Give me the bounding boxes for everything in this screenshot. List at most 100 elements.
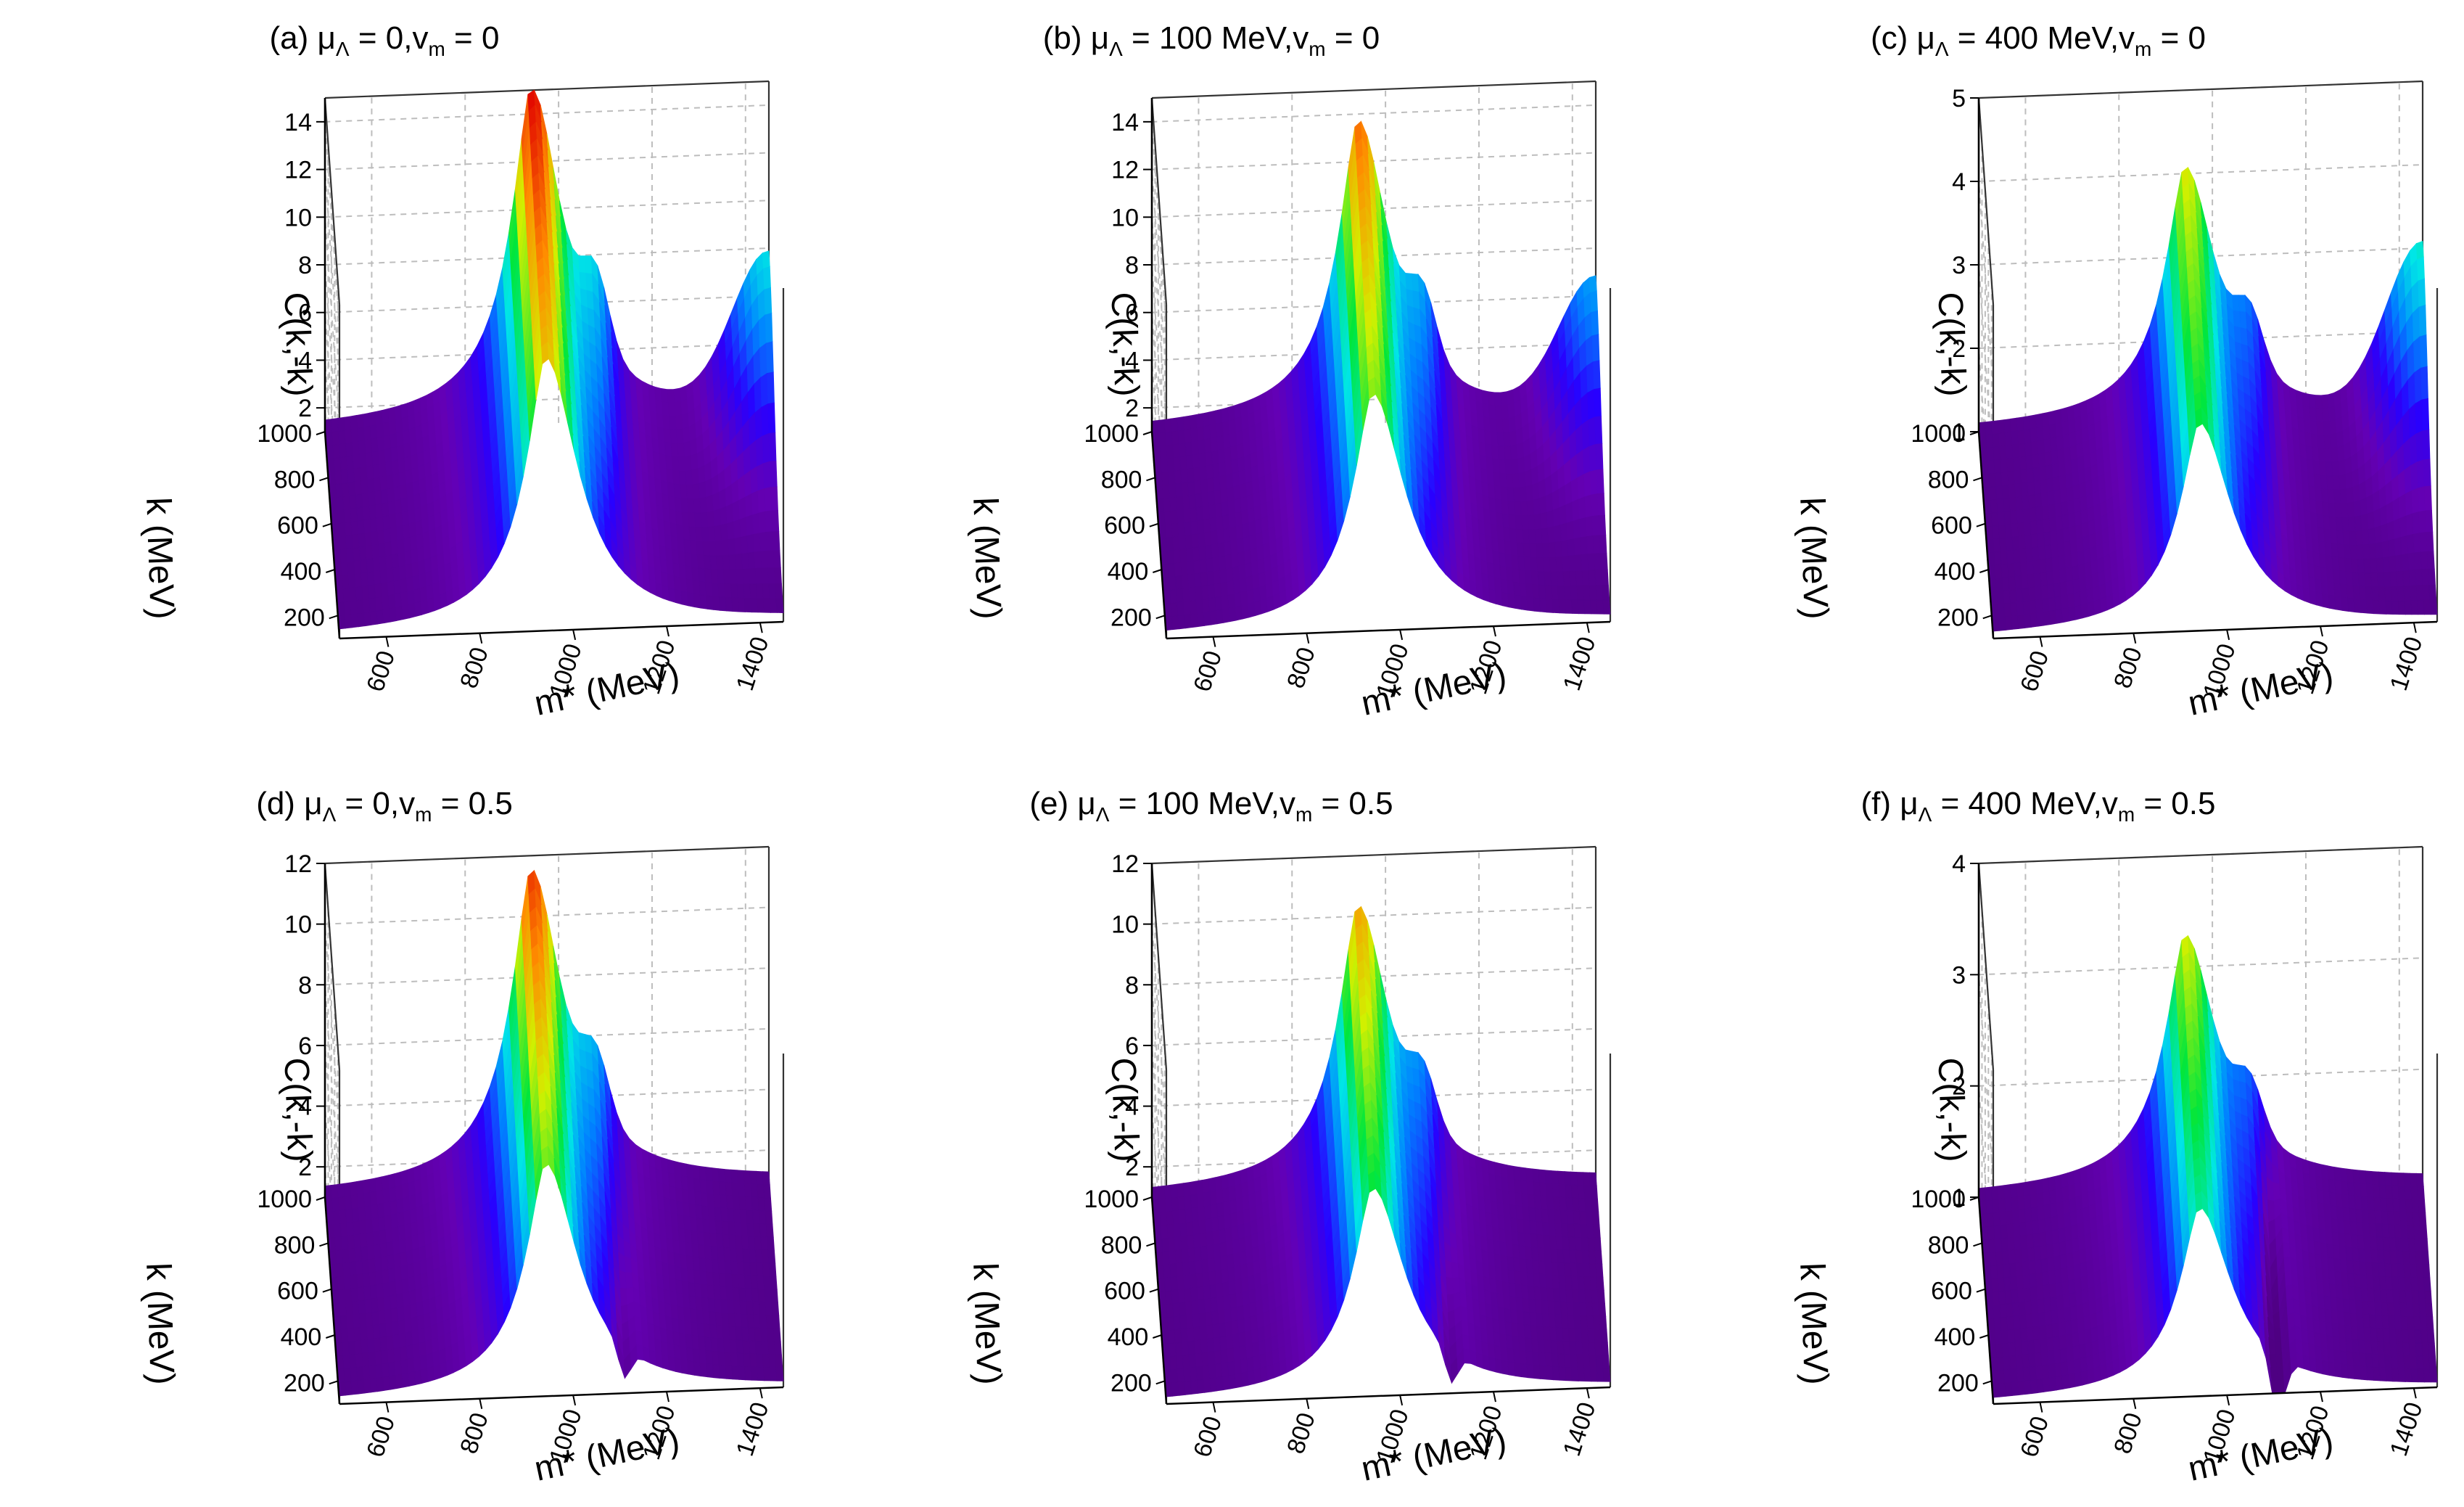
surface-cell [419, 1341, 427, 1358]
surface-cell [395, 512, 403, 528]
surface-cell [2061, 501, 2069, 517]
surface-cell [348, 1248, 356, 1263]
surface-cell [2016, 601, 2024, 616]
title-part: 0 [2188, 20, 2207, 56]
surface-cell [1180, 469, 1189, 484]
surface-cell [370, 1378, 378, 1393]
surface-cell [426, 583, 434, 600]
surface-cell [1990, 499, 1998, 514]
surface-cell [757, 488, 766, 514]
surface-cell [689, 540, 698, 555]
surface-cell [1533, 513, 1542, 530]
surface-cell [2055, 422, 2064, 438]
z-axis-label: C(k,-k) [1103, 292, 1145, 398]
surface-cell [418, 1231, 427, 1249]
surface-cell [1179, 535, 1187, 550]
surface-cell [2030, 427, 2038, 443]
surface-cell [380, 1350, 389, 1365]
surface-cell [1589, 443, 1597, 472]
surface-cell [1997, 603, 2006, 618]
surface-cell [2341, 596, 2349, 612]
surface-cell [353, 467, 362, 483]
surface-cell [411, 561, 420, 578]
surface-cell [390, 1199, 398, 1216]
surface-cell [1541, 527, 1549, 544]
surface-cell [1184, 428, 1192, 444]
title-part: Λ [1095, 802, 1110, 826]
surface-cell [672, 469, 681, 485]
surface-cell [746, 1223, 755, 1237]
surface-cell [401, 510, 410, 527]
surface-cell [685, 484, 694, 500]
title-part: , [2109, 20, 2119, 56]
axis-line [339, 620, 784, 640]
surface-cell [761, 403, 770, 437]
surface-cell [2041, 411, 2050, 427]
surface-cell [1161, 458, 1169, 473]
surface-cell [2048, 596, 2056, 612]
surface-cell [1169, 576, 1177, 591]
surface-cell [1241, 414, 1250, 431]
surface-cell [763, 1276, 771, 1290]
surface-cell [411, 1315, 419, 1332]
surface-cell [1243, 440, 1251, 457]
surface-cell [1190, 427, 1199, 443]
surface-cell [711, 1167, 720, 1183]
surface-cell [1499, 472, 1508, 488]
surface-cell [1541, 543, 1550, 559]
surface-cell [337, 416, 345, 432]
surface-cell [2420, 551, 2428, 570]
surface-cell [1999, 445, 2008, 461]
surface-cell [1177, 430, 1186, 445]
surface-cell [1198, 452, 1207, 468]
surface-cell [1203, 1204, 1212, 1220]
chart-title: (d) μΛ = 0,vm = 0.5 [109, 786, 660, 826]
surface-cell [1228, 418, 1237, 435]
y-tick [316, 1196, 326, 1201]
surface-cell [390, 432, 398, 449]
surface-cell [718, 488, 727, 510]
surface-cell [342, 588, 351, 603]
surface-cell [370, 610, 378, 625]
surface-cell [1589, 275, 1597, 294]
surface-cell [1561, 540, 1569, 557]
surface-cell [1534, 528, 1543, 544]
surface-cell [358, 440, 366, 456]
surface-cell [1227, 580, 1235, 596]
surface-cell [363, 425, 372, 441]
surface-cell [2383, 572, 2391, 588]
surface-cell [700, 1192, 709, 1207]
surface-cell [386, 567, 395, 583]
surface-cell [2014, 562, 2022, 577]
surface-cell [689, 438, 698, 456]
surface-cell [1583, 1172, 1591, 1186]
surface-cell [2328, 406, 2336, 422]
surface-cell [331, 510, 339, 525]
surface-cell [1508, 416, 1517, 433]
surface-cell [758, 511, 767, 534]
surface-cell [2032, 559, 2041, 575]
surface-cell [768, 1354, 777, 1368]
surface-cell [384, 1308, 392, 1324]
surface-cell [1203, 438, 1212, 453]
surface-cell [1243, 549, 1252, 565]
surface-cell [1520, 1180, 1528, 1195]
surface-cell [711, 1350, 720, 1366]
surface-cell [1184, 534, 1193, 549]
surface-cell [402, 429, 411, 445]
surface-cell [350, 1367, 358, 1382]
surface-cell [1220, 488, 1229, 504]
surface-cell [2349, 530, 2357, 546]
surface-cell [334, 1329, 343, 1344]
surface-cell [1217, 542, 1226, 558]
surface-cell [361, 1259, 370, 1275]
y-tick [1982, 615, 1993, 620]
surface-cell [1525, 1167, 1534, 1183]
surface-cell [2073, 591, 2082, 607]
surface-cell [1584, 494, 1593, 518]
surface-cell [331, 418, 339, 433]
surface-cell [2080, 508, 2089, 525]
frame-edge [1150, 863, 1168, 1071]
surface-cell [1253, 491, 1261, 509]
surface-cell [2310, 420, 2318, 435]
